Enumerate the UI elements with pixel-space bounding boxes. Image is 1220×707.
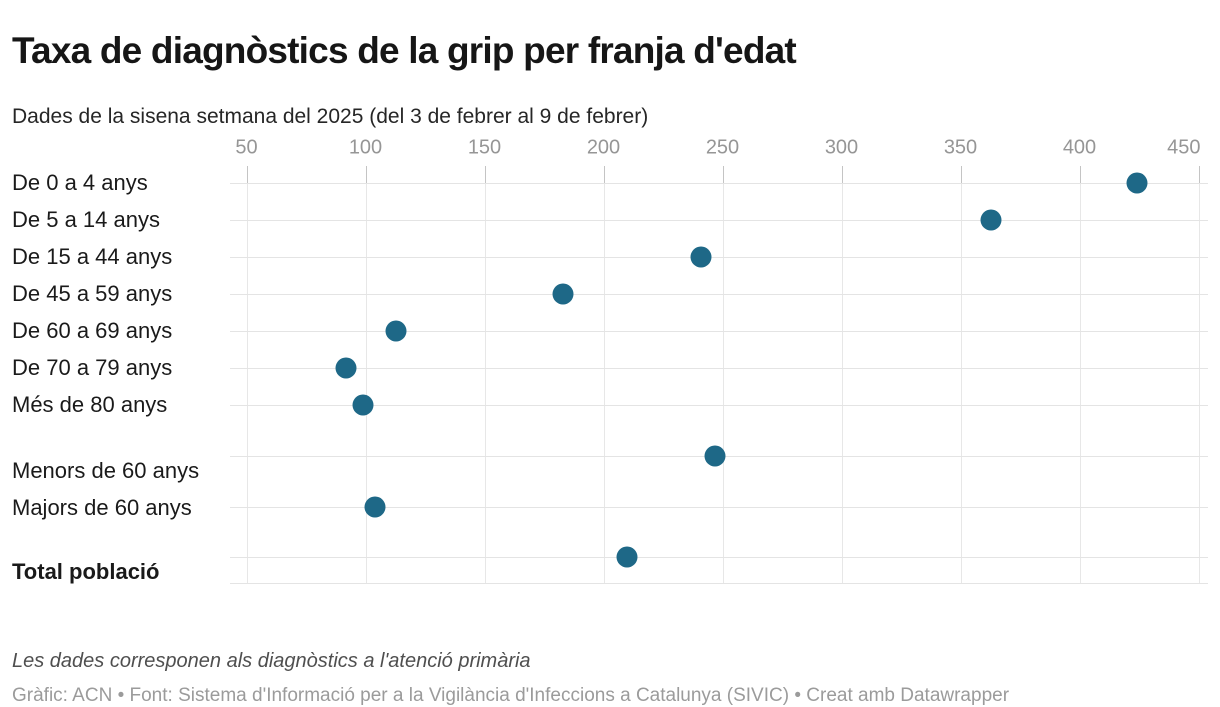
- x-axis-tick-label: 300: [824, 136, 859, 159]
- vertical-gridline: [246, 183, 248, 583]
- category-label: De 60 a 69 anys: [12, 318, 173, 343]
- category-label: De 15 a 44 anys: [12, 244, 173, 269]
- row-gridline: [230, 557, 1208, 558]
- data-point-dot[interactable]: [1126, 172, 1148, 194]
- vertical-gridline: [1198, 183, 1200, 583]
- vertical-gridline: [722, 183, 724, 583]
- data-point-dot[interactable]: [616, 546, 638, 568]
- vertical-gridline: [960, 183, 962, 583]
- category-label: Total població: [12, 559, 160, 584]
- data-point-dot[interactable]: [552, 283, 574, 305]
- chart-plot: 50 100 150 200 250 300 350 400 450 De 0 a 4 anys D…: [0, 128, 1220, 588]
- attribution: Gràfic: ACN • Font: Sistema d'Informació…: [12, 685, 1010, 706]
- data-point-dot[interactable]: [690, 246, 712, 268]
- x-axis-tick-label: 400: [1062, 136, 1097, 159]
- row-gridline: [230, 183, 1208, 184]
- x-axis-tick: [841, 166, 843, 183]
- data-point-dot[interactable]: [364, 496, 386, 518]
- x-axis-tick: [246, 166, 248, 183]
- vertical-gridline: [484, 183, 486, 583]
- x-axis-tick: [1198, 166, 1200, 183]
- category-label: Majors de 60 anys: [12, 495, 192, 520]
- category-label: De 70 a 79 anys: [12, 355, 173, 380]
- x-axis-tick: [603, 166, 605, 183]
- plot-bottom-line: [230, 583, 1208, 584]
- row-gridline: [230, 294, 1208, 295]
- x-axis-tick-label: 250: [705, 136, 740, 159]
- x-axis-tick-label: 150: [467, 136, 502, 159]
- category-label: Menors de 60 anys: [12, 458, 200, 483]
- data-point-dot[interactable]: [335, 357, 357, 379]
- category-label: De 5 a 14 anys: [12, 207, 160, 232]
- vertical-gridline: [1079, 183, 1081, 583]
- x-axis-tick-label: 50: [235, 136, 258, 159]
- vertical-gridline: [365, 183, 367, 583]
- row-gridline: [230, 331, 1208, 332]
- page-subtitle: Dades de la sisena setmana del 2025 (del…: [12, 105, 649, 128]
- x-axis-tick-label: 100: [348, 136, 383, 159]
- row-gridline: [230, 507, 1208, 508]
- row-gridline: [230, 368, 1208, 369]
- x-axis-tick: [365, 166, 367, 183]
- footnote: Les dades corresponen als diagnòstics a …: [12, 650, 531, 672]
- row-gridline: [230, 220, 1208, 221]
- x-axis-tick-label: 350: [943, 136, 978, 159]
- row-gridline: [230, 405, 1208, 406]
- data-point-dot[interactable]: [704, 445, 726, 467]
- data-point-dot[interactable]: [980, 209, 1002, 231]
- x-axis-tick: [484, 166, 486, 183]
- data-point-dot[interactable]: [385, 320, 407, 342]
- category-label: De 0 a 4 anys: [12, 170, 148, 195]
- row-gridline: [230, 257, 1208, 258]
- data-point-dot[interactable]: [352, 394, 374, 416]
- category-label: De 45 a 59 anys: [12, 281, 173, 306]
- x-axis-tick: [1079, 166, 1081, 183]
- x-axis-tick: [960, 166, 962, 183]
- vertical-gridline: [841, 183, 843, 583]
- x-axis-tick-label: 450: [1167, 136, 1201, 159]
- x-axis-tick-label: 200: [586, 136, 621, 159]
- vertical-gridline: [603, 183, 605, 583]
- x-axis-tick: [722, 166, 724, 183]
- category-label: Més de 80 anys: [12, 392, 168, 417]
- page-title: Taxa de diagnòstics de la grip per franj…: [12, 29, 797, 71]
